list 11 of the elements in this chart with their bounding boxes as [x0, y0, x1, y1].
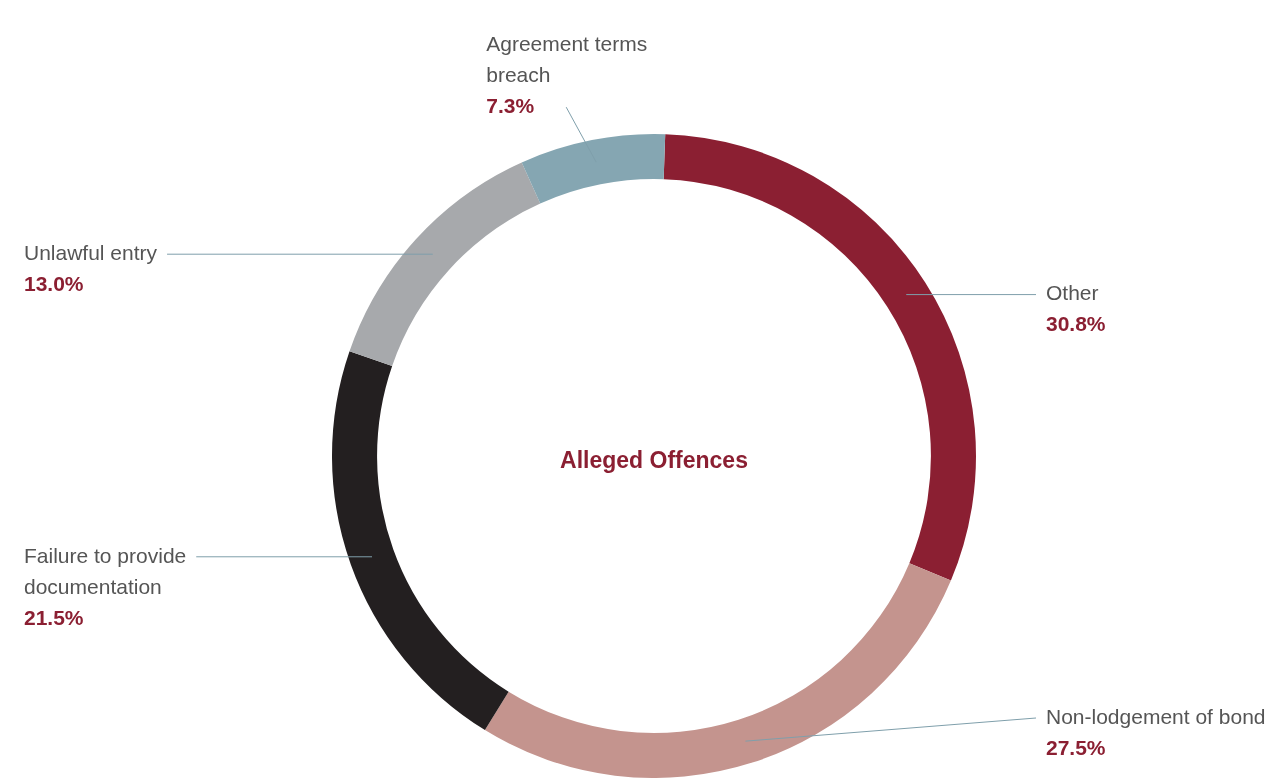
data-label: 27.5%	[1046, 735, 1106, 759]
data-label: 21.5%	[24, 605, 84, 629]
data-label: 7.3%	[486, 93, 535, 117]
slice-label: Non-lodgement of bond	[1046, 704, 1266, 728]
data-label: 13.0%	[24, 271, 84, 295]
slice-label: Unlawful entry	[24, 240, 158, 264]
slice-label: Agreement terms breach	[486, 31, 648, 86]
slice-label: Failure to provide documentation	[24, 543, 187, 598]
data-label: 30.8%	[1046, 312, 1106, 336]
slice-label: Other	[1046, 281, 1099, 305]
text: Alleged Offences	[560, 447, 748, 474]
